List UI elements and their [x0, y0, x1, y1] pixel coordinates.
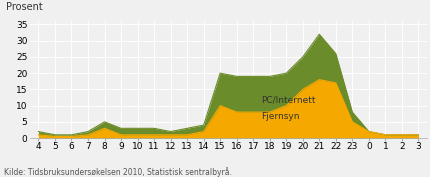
- Text: PC/Internett: PC/Internett: [261, 95, 315, 104]
- Text: Fjernsyn: Fjernsyn: [261, 112, 299, 121]
- Text: Prosent: Prosent: [6, 2, 43, 12]
- Text: Kilde: Tidsbruksundersøkelsen 2010, Statistisk sentralbyrå.: Kilde: Tidsbruksundersøkelsen 2010, Stat…: [4, 167, 232, 177]
